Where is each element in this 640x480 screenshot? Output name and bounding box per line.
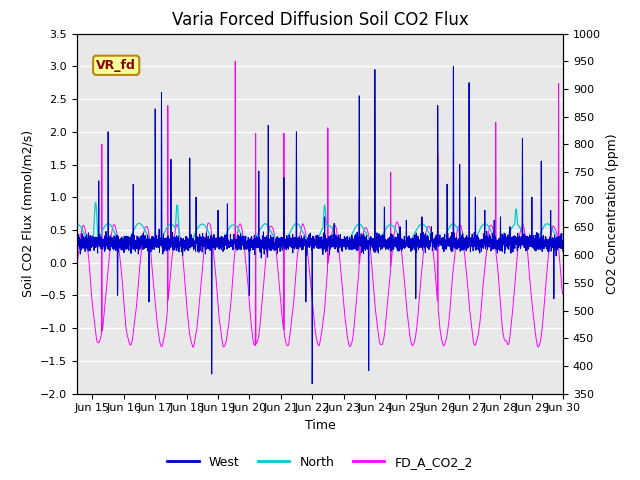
West — [308, 381, 316, 387]
North — [465, 244, 473, 250]
Line: West: West — [77, 66, 563, 384]
Legend: West, North, FD_A_CO2_2: West, North, FD_A_CO2_2 — [163, 451, 477, 474]
FD_A_CO2_2 — [161, 334, 168, 340]
Text: VR_fd: VR_fd — [96, 59, 136, 72]
Line: FD_A_CO2_2: FD_A_CO2_2 — [77, 61, 563, 347]
West — [559, 241, 567, 247]
FD_A_CO2_2 — [232, 59, 239, 64]
North — [429, 238, 436, 244]
North — [301, 234, 309, 240]
West — [559, 245, 566, 251]
North — [161, 230, 168, 236]
North — [559, 242, 567, 248]
Title: Varia Forced Diffusion Soil CO2 Flux: Varia Forced Diffusion Soil CO2 Flux — [172, 11, 468, 29]
West — [449, 63, 457, 69]
FD_A_CO2_2 — [559, 291, 566, 297]
North — [456, 231, 464, 237]
West — [402, 239, 410, 244]
North — [559, 242, 566, 248]
FD_A_CO2_2 — [402, 293, 410, 299]
FD_A_CO2_2 — [73, 260, 81, 265]
West — [429, 242, 436, 248]
Line: North: North — [77, 203, 563, 247]
Y-axis label: Soil CO2 Flux (mmol/m2/s): Soil CO2 Flux (mmol/m2/s) — [21, 130, 35, 297]
FD_A_CO2_2 — [189, 344, 197, 350]
North — [73, 221, 81, 227]
FD_A_CO2_2 — [429, 243, 436, 249]
West — [301, 237, 309, 242]
FD_A_CO2_2 — [301, 229, 309, 235]
West — [161, 246, 168, 252]
West — [456, 237, 464, 242]
FD_A_CO2_2 — [559, 292, 567, 298]
X-axis label: Time: Time — [305, 419, 335, 432]
North — [92, 200, 99, 205]
Y-axis label: CO2 Concentration (ppm): CO2 Concentration (ppm) — [607, 133, 620, 294]
West — [73, 244, 81, 250]
FD_A_CO2_2 — [456, 222, 464, 228]
North — [402, 243, 410, 249]
